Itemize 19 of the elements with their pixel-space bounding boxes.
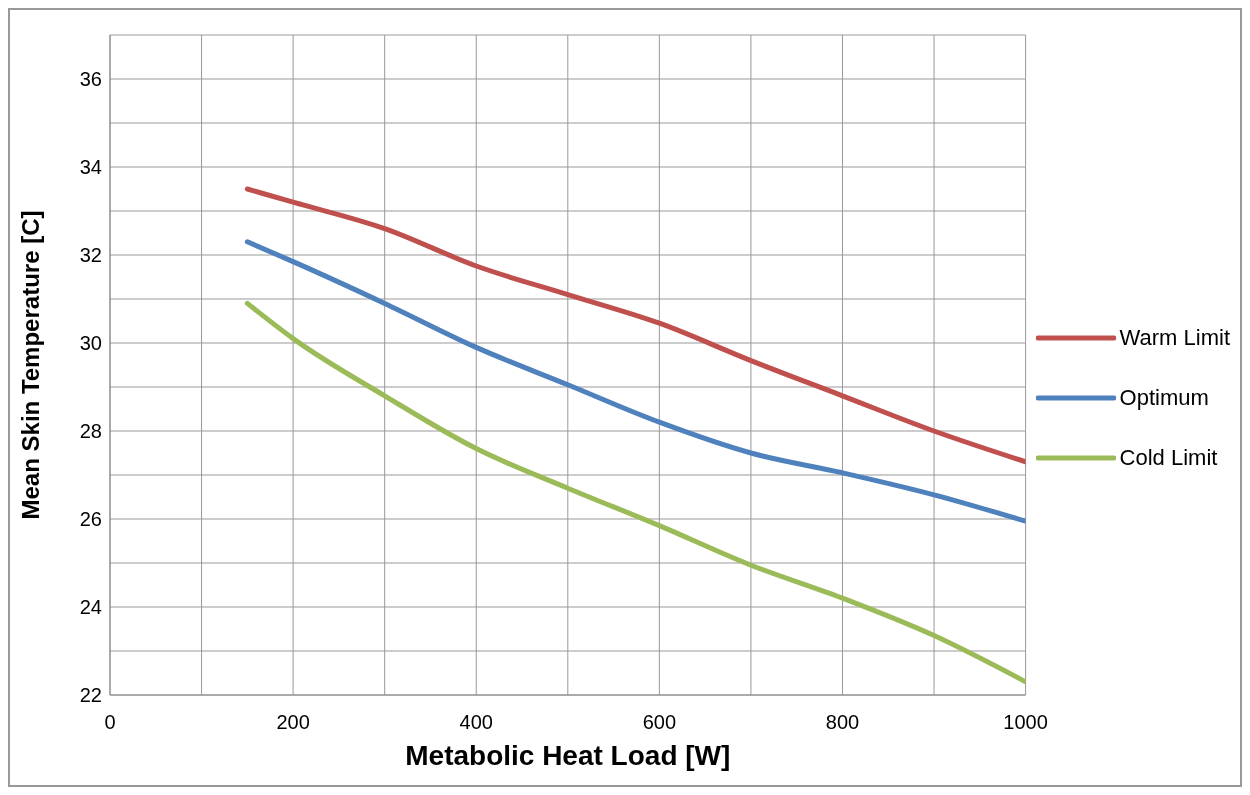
y-tick-label: 24 xyxy=(79,596,102,619)
x-tick-label: 600 xyxy=(642,711,677,734)
y-tick-label: 30 xyxy=(79,332,102,355)
x-tick-label: 400 xyxy=(459,711,493,734)
y-tick-label: 22 xyxy=(79,684,102,707)
legend-label: Optimum xyxy=(1119,384,1209,411)
y-tick-label: 28 xyxy=(79,420,102,443)
x-tick-label: 200 xyxy=(276,711,310,734)
y-tick-label: 32 xyxy=(79,244,102,267)
x-tick-label: 1000 xyxy=(1003,711,1048,734)
y-tick-label: 36 xyxy=(79,68,102,91)
x-axis-title: Metabolic Heat Load [W] xyxy=(405,740,731,771)
x-tick-label: 0 xyxy=(104,711,116,734)
x-tick-label: 800 xyxy=(825,711,860,734)
legend-label: Cold Limit xyxy=(1119,444,1218,471)
legend-label: Warm Limit xyxy=(1119,324,1230,351)
y-tick-label: 34 xyxy=(79,156,102,179)
y-tick-label: 26 xyxy=(79,508,102,531)
y-axis-title: Mean Skin Temperature [C] xyxy=(16,210,44,520)
